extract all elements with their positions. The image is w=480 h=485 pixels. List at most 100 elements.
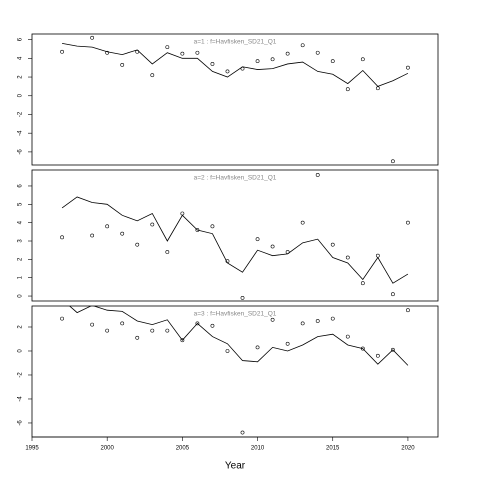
observation — [406, 220, 410, 225]
observation — [195, 50, 200, 55]
y-tick-label: 4 — [18, 220, 24, 224]
observation — [165, 250, 170, 254]
observation — [195, 228, 200, 232]
observation — [240, 295, 245, 300]
observation — [60, 235, 64, 240]
y-tick-label: -6 — [18, 420, 24, 426]
x-tick-label: 2010 — [251, 446, 265, 452]
x-tick-label: 2020 — [401, 446, 415, 452]
panel-title: a=2 : f=Havfisken_SD21_Q1 — [194, 175, 277, 182]
panel-frame — [31, 169, 439, 302]
observation — [270, 244, 275, 249]
y-tick-label: 4 — [18, 56, 24, 60]
x-tick-label: 1995 — [25, 446, 39, 452]
observation — [225, 259, 230, 264]
observation — [360, 281, 365, 286]
observation — [120, 231, 125, 236]
observation — [90, 233, 95, 238]
y-tick-label: -6 — [18, 149, 24, 155]
fit-line — [61, 196, 409, 284]
y-tick-label: -4 — [18, 396, 24, 402]
fit-line — [62, 42, 409, 87]
fit-line — [68, 306, 409, 366]
observation — [195, 321, 200, 326]
observation — [315, 50, 320, 55]
observation — [406, 65, 410, 70]
observation — [150, 222, 155, 227]
observation — [90, 322, 95, 327]
observation — [375, 353, 380, 358]
observation — [210, 224, 215, 229]
y-tick-label: -2 — [18, 372, 24, 378]
observation — [406, 308, 410, 313]
observation — [345, 255, 350, 260]
plot-area — [60, 35, 410, 164]
panel-frame — [31, 33, 439, 166]
observation — [105, 328, 110, 333]
observation — [375, 253, 380, 258]
observation — [150, 328, 155, 333]
observation — [135, 242, 140, 247]
observation — [300, 43, 305, 48]
observation — [135, 335, 140, 340]
observation — [330, 242, 335, 247]
x-tick-label: 2015 — [326, 446, 340, 452]
observation — [60, 49, 64, 54]
observation — [240, 430, 245, 435]
observation — [300, 321, 305, 326]
y-tick-label: 2 — [18, 75, 24, 79]
observation — [120, 62, 125, 67]
observation — [345, 334, 350, 339]
y-tick-label: 5 — [18, 202, 24, 206]
y-tick-label: 6 — [18, 37, 24, 41]
y-tick-label: -4 — [18, 130, 24, 136]
observation — [120, 321, 125, 326]
observation — [225, 69, 230, 74]
plot-area — [60, 173, 410, 300]
observation — [165, 45, 170, 50]
panel-title: a=1 : f=Havfisken_SD21_Q1 — [194, 39, 277, 46]
y-tick-label: 3 — [18, 239, 24, 243]
observation — [330, 59, 335, 64]
observation — [270, 57, 275, 62]
observation — [390, 347, 395, 352]
observation — [360, 346, 365, 351]
observation — [180, 51, 185, 56]
observation — [60, 316, 64, 321]
observation — [210, 323, 215, 328]
observation — [105, 224, 110, 229]
y-tick-label: 0 — [18, 294, 24, 298]
observation — [165, 328, 170, 333]
observation — [240, 66, 245, 71]
observation — [315, 319, 320, 323]
observation — [255, 237, 260, 242]
y-tick-label: 6 — [18, 184, 24, 188]
observation — [180, 211, 185, 216]
y-tick-label: 0 — [18, 349, 24, 353]
observation — [375, 86, 380, 91]
observation — [330, 316, 335, 321]
observation — [255, 345, 260, 350]
observation — [225, 349, 230, 353]
observation — [255, 59, 260, 64]
x-tick-label: 2005 — [176, 446, 190, 452]
observation — [285, 341, 290, 346]
y-tick-label: -2 — [18, 111, 24, 117]
observation — [315, 173, 320, 177]
panel-title: a=3 : f=Havfisken_SD21_Q1 — [194, 311, 277, 318]
observation — [300, 220, 305, 225]
observation — [360, 57, 365, 62]
x-tick-label: 2000 — [101, 446, 115, 452]
plot-area — [60, 306, 410, 435]
observation — [135, 49, 140, 54]
observation — [210, 62, 215, 66]
observation — [345, 87, 350, 92]
observation — [285, 250, 290, 254]
observation — [285, 51, 290, 56]
observation — [270, 317, 275, 322]
y-tick-label: 2 — [18, 257, 24, 261]
observation — [150, 73, 155, 78]
y-tick-label: 2 — [18, 325, 24, 329]
